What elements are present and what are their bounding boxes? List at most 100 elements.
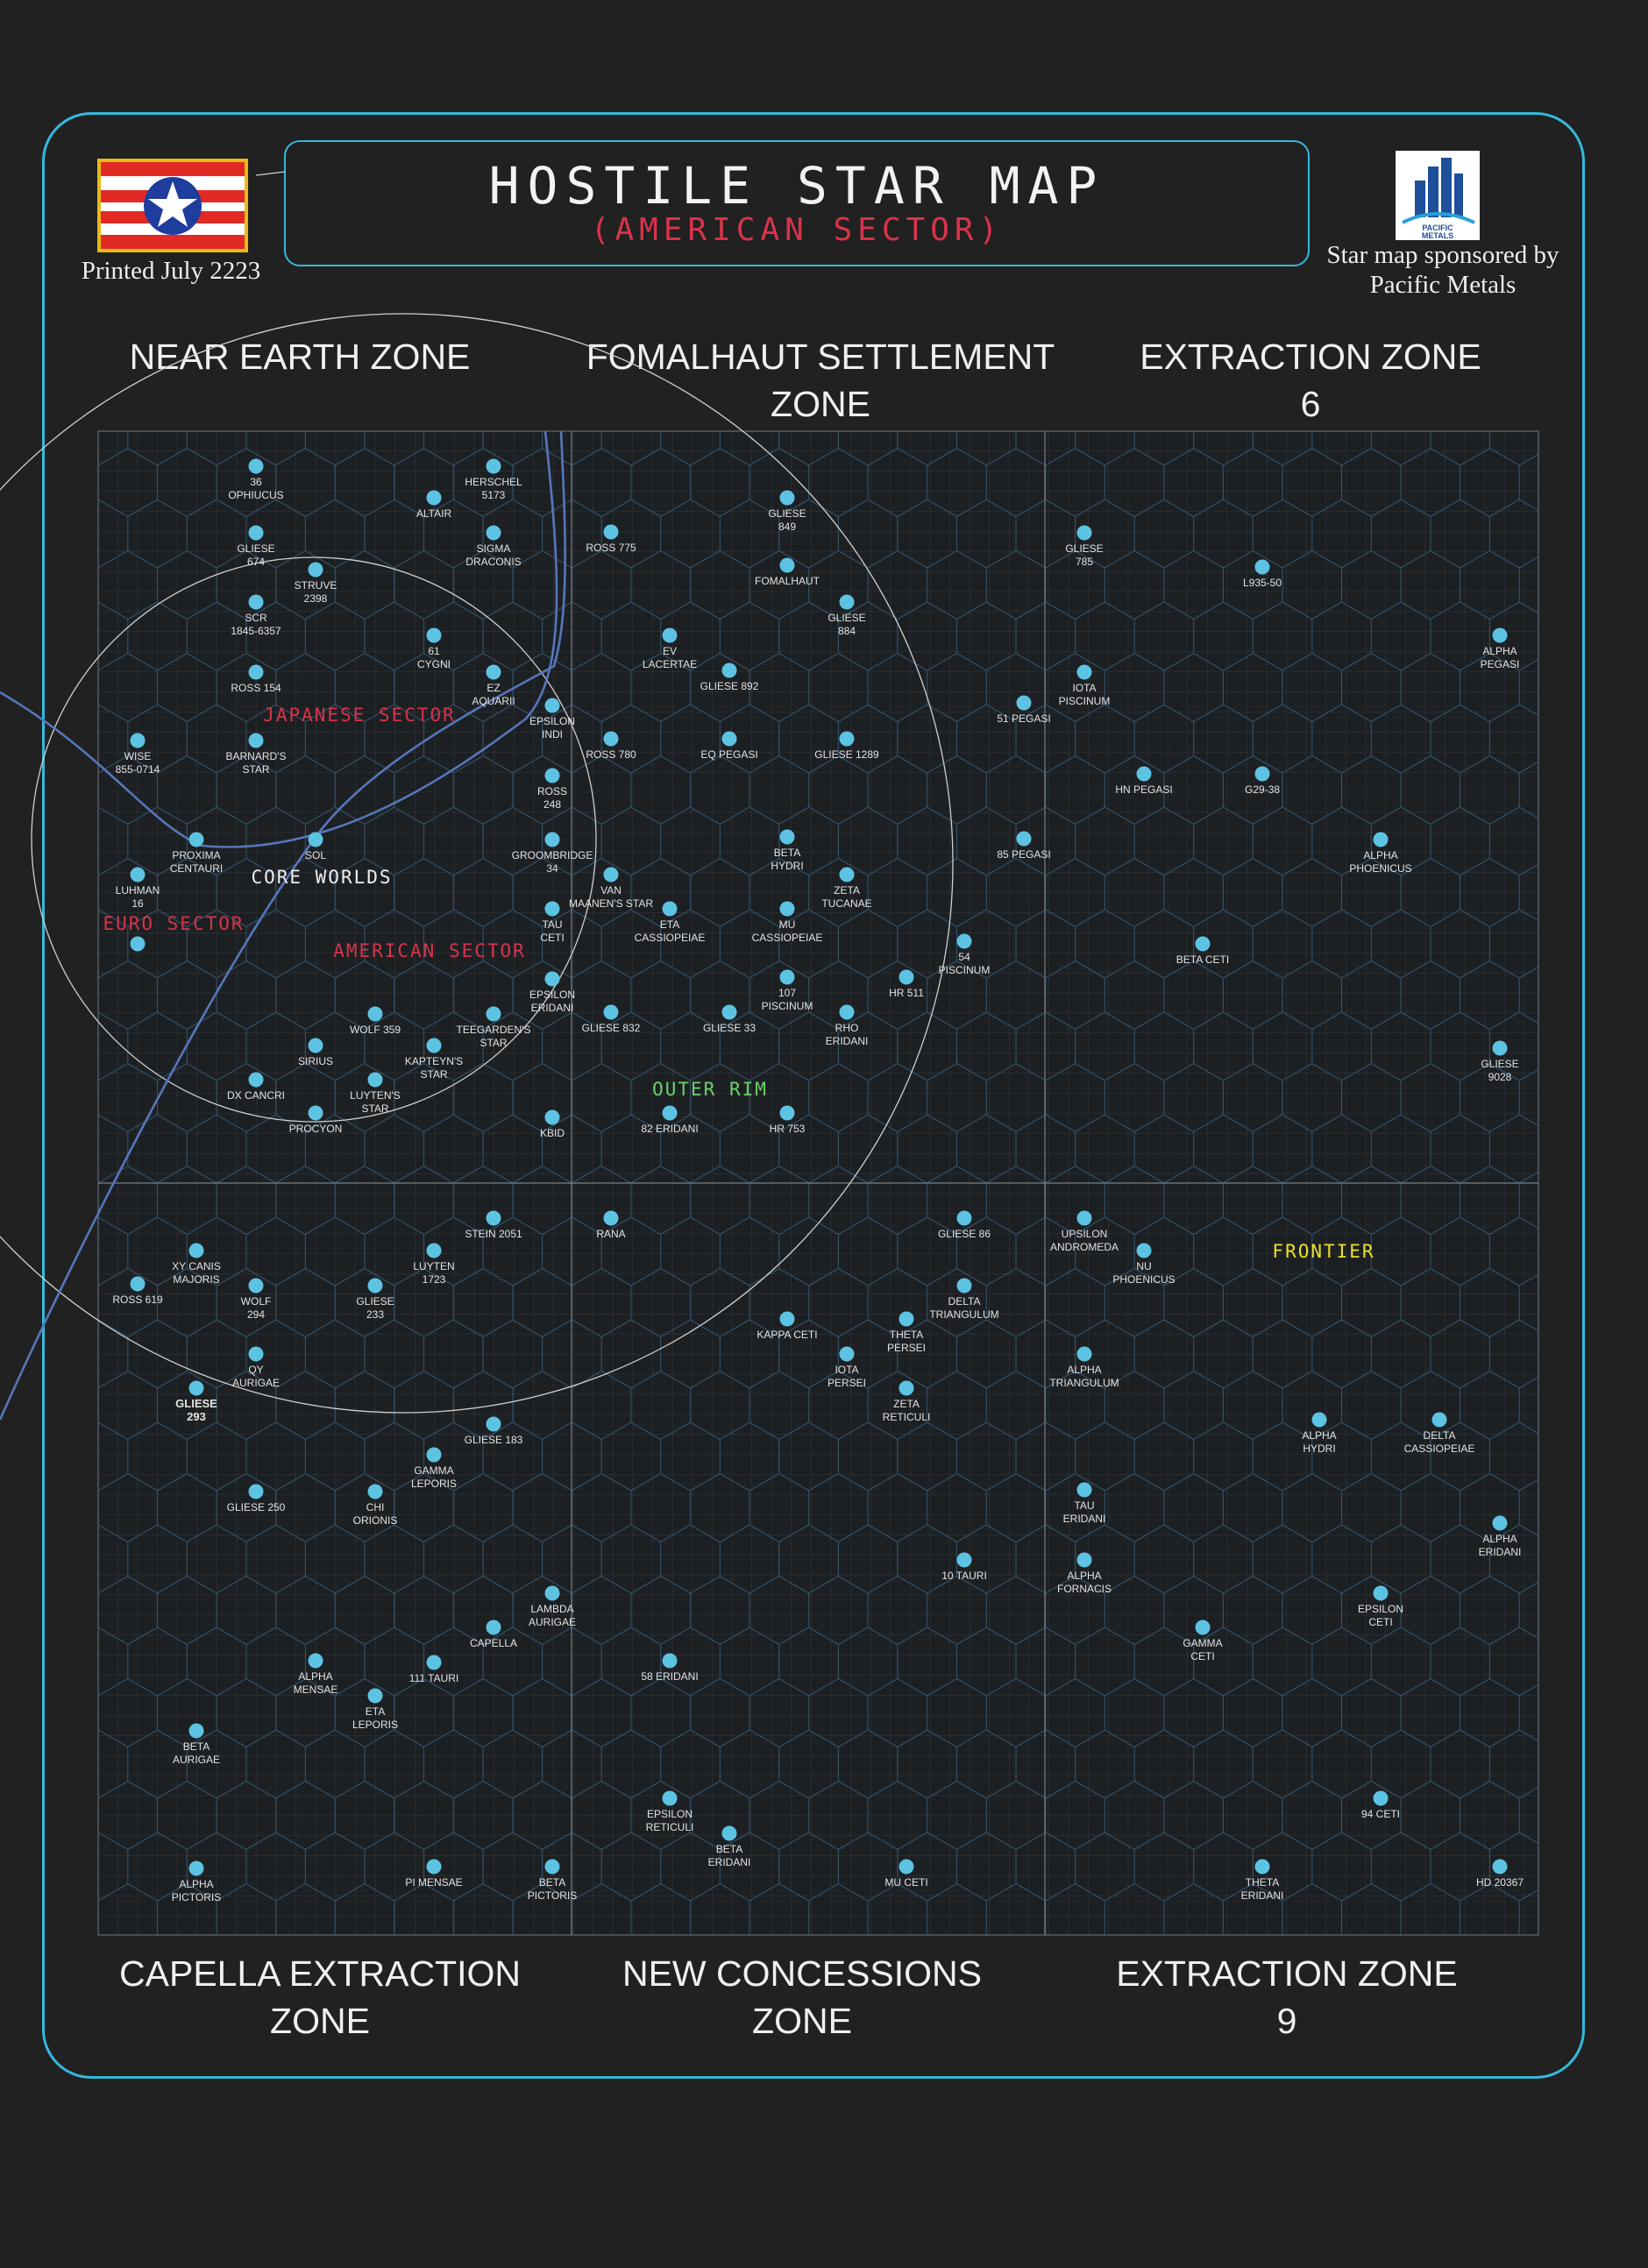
star-marker[interactable] xyxy=(1136,1243,1152,1258)
star-marker[interactable] xyxy=(1136,766,1152,782)
star-marker[interactable] xyxy=(1373,832,1389,847)
star-marker[interactable] xyxy=(544,1109,560,1125)
star-marker[interactable] xyxy=(721,663,737,678)
star-marker[interactable] xyxy=(662,1790,678,1806)
star-marker[interactable] xyxy=(1076,1482,1092,1498)
star-marker[interactable] xyxy=(248,1278,264,1293)
star-marker[interactable] xyxy=(486,1619,501,1635)
star-marker[interactable] xyxy=(721,731,737,747)
star-marker[interactable] xyxy=(544,768,560,783)
star-marker[interactable] xyxy=(662,901,678,917)
star-marker[interactable] xyxy=(839,1346,855,1362)
star-marker[interactable] xyxy=(1195,936,1211,952)
star-marker[interactable] xyxy=(899,1859,914,1875)
star-marker[interactable] xyxy=(1076,1210,1092,1226)
star-marker[interactable] xyxy=(779,557,795,573)
star-marker[interactable] xyxy=(1492,1515,1508,1531)
star-marker[interactable] xyxy=(603,731,619,747)
star-marker[interactable] xyxy=(188,832,204,847)
star-marker[interactable] xyxy=(1254,766,1270,782)
star-marker[interactable] xyxy=(544,1859,560,1875)
star-marker[interactable] xyxy=(188,1723,204,1739)
star-marker[interactable] xyxy=(956,1278,972,1293)
star-marker[interactable] xyxy=(248,594,264,610)
star-marker[interactable] xyxy=(779,1105,795,1121)
star-marker[interactable] xyxy=(1016,831,1032,847)
star-marker[interactable] xyxy=(544,971,560,987)
star-marker[interactable] xyxy=(779,901,795,917)
star-marker[interactable] xyxy=(1076,664,1092,680)
star-marker[interactable] xyxy=(899,1311,914,1327)
star-marker[interactable] xyxy=(130,867,146,882)
star-marker[interactable] xyxy=(308,1105,323,1121)
star-marker[interactable] xyxy=(426,1859,442,1875)
star-marker[interactable] xyxy=(662,1653,678,1669)
star-marker[interactable] xyxy=(188,1860,204,1876)
star-marker[interactable] xyxy=(1492,1040,1508,1056)
star-marker[interactable] xyxy=(721,1004,737,1020)
star-marker[interactable] xyxy=(130,733,146,748)
star-marker[interactable] xyxy=(486,1210,501,1226)
star-marker[interactable] xyxy=(779,1311,795,1327)
star-marker[interactable] xyxy=(1254,559,1270,575)
star-marker[interactable] xyxy=(1492,627,1508,643)
star-marker[interactable] xyxy=(662,1105,678,1121)
star-marker[interactable] xyxy=(779,829,795,845)
star-marker[interactable] xyxy=(899,969,914,985)
star-marker[interactable] xyxy=(486,664,501,680)
star-marker[interactable] xyxy=(1373,1790,1389,1806)
star-marker[interactable] xyxy=(1195,1619,1211,1635)
star-marker[interactable] xyxy=(367,1484,383,1499)
star-marker[interactable] xyxy=(308,1653,323,1669)
star-marker[interactable] xyxy=(248,525,264,541)
star-marker[interactable] xyxy=(486,1006,501,1022)
star-marker[interactable] xyxy=(248,1346,264,1362)
star-marker[interactable] xyxy=(899,1380,914,1396)
star-marker[interactable] xyxy=(308,1038,323,1053)
star-marker[interactable] xyxy=(248,1072,264,1088)
star-marker[interactable] xyxy=(130,1276,146,1292)
star-marker[interactable] xyxy=(308,832,323,847)
star-marker[interactable] xyxy=(603,867,619,882)
star-marker[interactable] xyxy=(1373,1585,1389,1601)
star-marker[interactable] xyxy=(1311,1412,1327,1428)
star-marker[interactable] xyxy=(721,1825,737,1841)
star-marker[interactable] xyxy=(248,664,264,680)
star-marker[interactable] xyxy=(248,1484,264,1499)
star-marker[interactable] xyxy=(544,901,560,917)
star-marker[interactable] xyxy=(779,969,795,985)
star-marker[interactable] xyxy=(426,1243,442,1258)
star-marker[interactable] xyxy=(603,1210,619,1226)
star-marker[interactable] xyxy=(130,936,146,952)
star-marker[interactable] xyxy=(839,867,855,882)
star-marker[interactable] xyxy=(486,458,501,474)
star-marker[interactable] xyxy=(544,832,560,847)
star-marker[interactable] xyxy=(367,1688,383,1704)
star-marker[interactable] xyxy=(544,1585,560,1601)
star-marker[interactable] xyxy=(188,1243,204,1258)
star-marker[interactable] xyxy=(426,1655,442,1670)
star-marker[interactable] xyxy=(1254,1859,1270,1875)
star-marker[interactable] xyxy=(486,1416,501,1432)
star-marker[interactable] xyxy=(662,627,678,643)
star-marker[interactable] xyxy=(426,627,442,643)
star-marker[interactable] xyxy=(544,698,560,713)
star-marker[interactable] xyxy=(779,490,795,506)
star-marker[interactable] xyxy=(1076,1346,1092,1362)
star-marker[interactable] xyxy=(308,562,323,578)
star-marker[interactable] xyxy=(367,1072,383,1088)
star-marker[interactable] xyxy=(603,524,619,540)
star-marker[interactable] xyxy=(426,1447,442,1463)
star-marker[interactable] xyxy=(1431,1412,1447,1428)
star-marker[interactable] xyxy=(956,1552,972,1568)
star-marker[interactable] xyxy=(839,731,855,747)
star-marker[interactable] xyxy=(188,1380,204,1396)
star-marker[interactable] xyxy=(956,1210,972,1226)
star-marker[interactable] xyxy=(426,490,442,506)
star-marker[interactable] xyxy=(1016,695,1032,711)
star-marker[interactable] xyxy=(839,1004,855,1020)
star-marker[interactable] xyxy=(1076,1552,1092,1568)
star-marker[interactable] xyxy=(1492,1859,1508,1875)
star-marker[interactable] xyxy=(248,458,264,474)
star-marker[interactable] xyxy=(426,1038,442,1053)
